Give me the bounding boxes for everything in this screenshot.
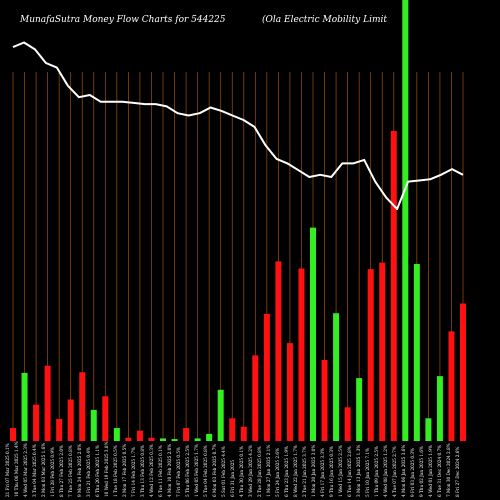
money-flow-bar [367, 269, 374, 441]
money-flow-bar [229, 418, 236, 441]
x-tick-label: 2 Mon 03 Mar 2025 1.6% [41, 443, 46, 497]
x-tick-label: 4 Wed 08 Jan 2025 1.2% [383, 445, 388, 497]
x-tick-label: 1 Wed 15 Jan 2025 2.5% [338, 445, 343, 497]
money-flow-bar [183, 428, 190, 441]
x-tick-label: 7 Fri 07 Feb 2025 0.5% [176, 447, 181, 497]
x-tick-label: 5 Sat 01 Feb 2025 4.4% [221, 446, 226, 497]
x-tick-label: 4 Wed 12 Feb 2025 0.3% [149, 444, 154, 497]
money-flow-bar [344, 407, 351, 441]
x-tick-label: 4 Fri 17 Jan 2025 3.3% [320, 448, 325, 497]
money-flow-bar [102, 396, 109, 441]
money-flow-bar [333, 313, 340, 441]
price-line [12, 41, 464, 210]
x-tick-label: 1 Tue 18 Feb 2025 0.5% [113, 445, 118, 497]
x-tick-label: 4 Mon 06 Jan 2025 3.6% [401, 445, 406, 497]
x-tick-label: 3 Thu 13 Feb 2025 0.8% [140, 445, 145, 497]
money-flow-bar [402, 0, 409, 441]
money-flow-bar [252, 355, 259, 441]
x-tick-label: 9 Thu 02 Jan 2025 1.6% [419, 446, 424, 497]
money-flow-bar [286, 343, 293, 441]
money-flow-bar [217, 389, 224, 441]
money-flow-bar [448, 331, 455, 441]
money-flow-bar [21, 372, 28, 441]
x-tick-label: 5 Fri 10 Jan 2025 7.1% [365, 448, 370, 497]
money-flow-bar [436, 376, 443, 441]
money-flow-bar [136, 430, 143, 441]
money-flow-bar [460, 303, 466, 441]
x-tick-labels: 21 Fri 07 Mar 2025 0.1% 10 Thu 06 Mar 202… [5, 441, 460, 497]
money-flow-bar [171, 439, 178, 441]
x-tick-label: 21 Fri 07 Mar 2025 0.1% [5, 443, 10, 497]
money-flow-bar [67, 399, 74, 441]
money-flow-bar [56, 418, 63, 441]
x-tick-label: 6 Mon 03 Feb 2025 0.7% [212, 444, 217, 497]
money-flow-bar [379, 262, 386, 441]
money-flow-bar [113, 428, 120, 441]
x-tick-label: 2 Mon 17 Feb 2025 0.5% [122, 444, 127, 497]
x-tick-label: 7 Mon 30 Dec 2024 2.8% [446, 443, 451, 497]
money-flow-bar [44, 365, 51, 441]
x-tick-label: 9 Thu 16 Jan 2025 0.3% [329, 446, 334, 497]
money-flow-bar [148, 437, 155, 441]
chart-title: MunafaSutra Money Flow Charts for 544225 [19, 15, 226, 25]
money-flow-bar [390, 131, 397, 442]
x-tick-label: 4 Tue 07 Jan 2025 2.7% [392, 446, 397, 497]
x-tick-label: 1 Thu 09 Jan 2025 2.5% [374, 446, 379, 497]
x-tick-label: 5 Tue 04 Feb 2025 0.8% [203, 445, 208, 497]
money-flow-bar [33, 404, 40, 441]
x-tick-label: 4 Mon 10 Feb 2025 2.0% [167, 444, 172, 497]
money-flow-bar [310, 227, 316, 441]
money-flow-bar [79, 372, 86, 441]
x-tick-label: 4 Wed 05 Mar 2025 2.3% [23, 443, 28, 497]
x-tick-label: 1 Mon 20 Jan 2025 3.0% [311, 445, 316, 497]
x-tick-label: 3 Mon 13 Jan 2025 1.3% [356, 445, 361, 497]
x-tick-label: 8 Fri 27 Dec 2024 2.6% [455, 447, 460, 497]
x-tick-label: 1 Wed 05 Feb 2025 1.7% [194, 444, 199, 497]
money-flow-bar [90, 409, 97, 441]
x-tick-label: 8 Wed 22 Jan 2025 1.7% [293, 445, 298, 497]
money-flow-bar [298, 268, 305, 441]
x-tick-label: 10 Wed 19 Feb 2025 3.8% [104, 441, 109, 497]
money-flow-bar [240, 426, 247, 441]
x-tick-label: 4 Thu 30 Jan 2025 0.1% [239, 446, 244, 497]
x-tick-label: 9 Fri 03 Jan 2025 0.3% [410, 448, 415, 497]
x-tick-label: 4 Wed 01 Jan 2025 1.9% [428, 445, 433, 497]
x-tick-label: 9 Mon 24 Feb 2025 2.0% [77, 444, 82, 497]
money-flow-bar [206, 433, 213, 441]
x-tick-label: 8 Thu 27 Feb 2025 2.0% [59, 445, 64, 497]
x-tick-label: 1 Fri 28 Feb 2025 0.9% [50, 447, 55, 497]
x-tick-label: 3 Tue 04 Mar 2025 0.4% [32, 444, 37, 497]
x-tick-label: 7 Fri 14 Feb 2025 1.7% [131, 447, 136, 497]
money-flow-bar [263, 313, 270, 441]
x-tick-label: 6 Fri 31 Jan 2025 [230, 460, 235, 497]
money-flow-bar [194, 438, 201, 441]
money-flow-bar [125, 437, 132, 441]
money-flow-bar [275, 261, 282, 441]
money-flow-bar [413, 263, 420, 441]
x-tick-label: 1 Mon 27 Jan 2025 2.1% [266, 445, 271, 497]
x-tick-label: 10 Thu 06 Mar 2025 1.4% [14, 441, 19, 497]
x-tick-label: 3 Fri 21 Feb 2025 0.4% [86, 447, 91, 497]
money-flow-bar [425, 418, 432, 441]
x-tick-label: 2 Tue 21 Jan 2025 3.7% [302, 446, 307, 497]
money-flow-bars [10, 0, 466, 442]
money-flow-bar [321, 359, 328, 441]
x-tick-label: 7 Tue 25 Feb 2025 0.8% [68, 445, 73, 497]
x-tick-label: 5 Thu 06 Feb 2025 2.5% [185, 445, 190, 497]
money-flow-bar [10, 428, 16, 441]
x-tick-label: 6 Thu 20 Feb 2025 1.1% [95, 445, 100, 497]
x-tick-label: 5 Fri 24 Jan 2025 2.6% [275, 448, 280, 497]
x-tick-label: 6 Tue 14 Jan 2025 2.8% [347, 446, 352, 497]
money-flow-bar [356, 378, 363, 441]
x-tick-label: 6 Tue 31 Dec 2024 0.7% [437, 445, 442, 497]
x-tick-label: 2 Tue 28 Jan 2025 0.8% [257, 446, 262, 497]
money-flow-bar [160, 438, 166, 441]
x-tick-label: 6 Tue 11 Feb 2025 0.1% [158, 445, 163, 497]
chart-subtitle: (Ola Electric Mobility Limit [262, 14, 387, 25]
x-tick-label: 6 Thu 23 Jan 2025 1.9% [284, 446, 289, 497]
x-tick-label: 3 Wed 29 Jan 2025 4.2% [248, 445, 253, 497]
